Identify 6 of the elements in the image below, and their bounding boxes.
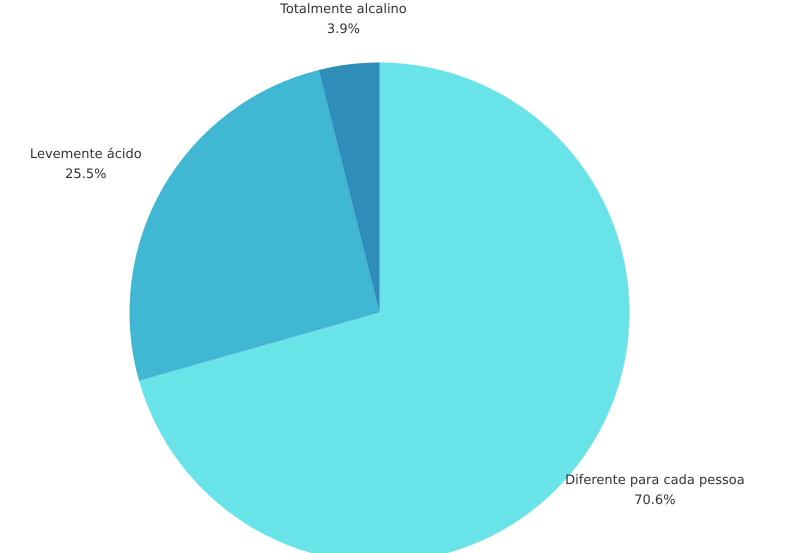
- data-label: 70.6%: [634, 492, 676, 508]
- data-label: 25.5%: [65, 167, 106, 182]
- slice-label: Totalmente alcalino: [279, 2, 407, 18]
- slice-label: Diferente para cada pessoa: [565, 472, 745, 488]
- data-label: 3.9%: [326, 22, 360, 38]
- slice-label: Levemente ácido: [30, 147, 142, 162]
